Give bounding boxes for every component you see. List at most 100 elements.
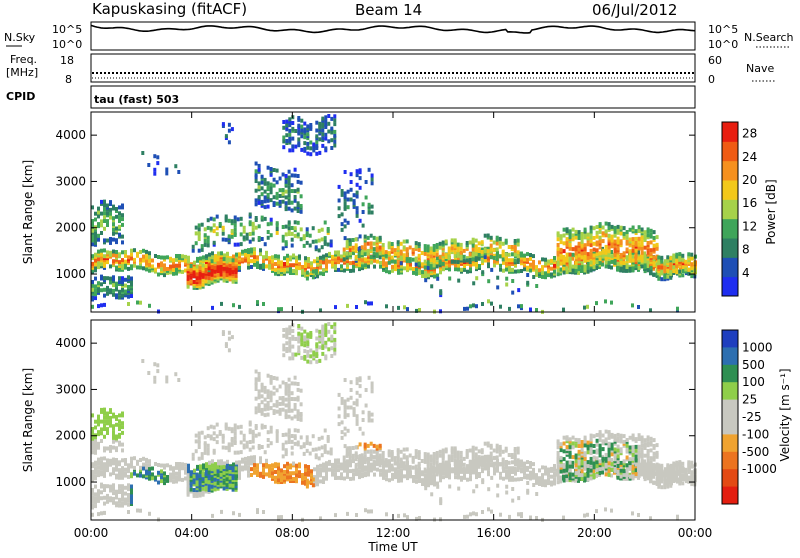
velocity-cell (273, 376, 276, 380)
power-cell (334, 264, 337, 268)
power-cell (368, 203, 371, 207)
velocity-cell (347, 406, 350, 410)
velocity-cell (355, 463, 358, 467)
velocity-cell (333, 342, 336, 346)
power-cell (106, 204, 109, 208)
power-cell (355, 305, 358, 309)
velocity-cell (127, 493, 130, 497)
power-cell (341, 189, 344, 193)
power-cell (267, 193, 270, 197)
power-cell (617, 256, 620, 260)
power-cell (243, 236, 246, 240)
velocity-cell (285, 403, 288, 407)
power-cell (400, 250, 403, 254)
power-cell (262, 259, 265, 263)
power-cell (391, 256, 394, 260)
power-cell (412, 267, 415, 271)
power-cell (617, 237, 620, 241)
velocity-cell (412, 479, 415, 483)
velocity-cell (356, 418, 359, 422)
power-cell (599, 236, 602, 240)
power-cell (557, 231, 560, 235)
power-cell (338, 206, 341, 210)
velocity-cell (352, 477, 355, 481)
velocity-cell (364, 450, 367, 454)
power-cell (448, 250, 451, 254)
velocity-cell (103, 427, 106, 431)
power-cell (294, 226, 297, 230)
power-cell (371, 181, 374, 185)
power-cell (294, 220, 297, 224)
power-cell (315, 245, 318, 249)
power-cell (130, 264, 133, 268)
power-cell (343, 251, 346, 255)
velocity-cell (207, 426, 210, 430)
velocity-cell (310, 469, 313, 473)
velocity-cell (315, 348, 318, 352)
power-cell (538, 260, 541, 264)
velocity-cell (294, 428, 297, 432)
velocity-cell (454, 475, 457, 479)
velocity-cell (388, 478, 391, 482)
power-cell (626, 230, 629, 234)
power-cell (229, 258, 232, 262)
velocity-cell (350, 396, 353, 400)
station-title: Kapuskasing (fitACF) (92, 0, 247, 18)
power-cell (340, 264, 343, 268)
power-cell (94, 266, 97, 270)
velocity-cell (330, 448, 333, 452)
velocity-cell (163, 471, 166, 475)
velocity-cell (353, 407, 356, 411)
power-cell (147, 163, 150, 167)
velocity-cell (481, 467, 484, 471)
velocity-cell (294, 376, 297, 380)
velocity-cell (270, 426, 273, 430)
velocity-cell (424, 479, 427, 483)
velocity-cell (190, 484, 193, 488)
power-cell (217, 261, 220, 265)
velocity-cell (109, 459, 112, 463)
power-cell (270, 187, 273, 191)
velocity-cell (356, 403, 359, 407)
power-cell (520, 252, 523, 256)
velocity-cell (118, 441, 121, 445)
power-cell (331, 261, 334, 265)
power-cell (228, 140, 231, 144)
power-cell (487, 234, 490, 238)
power-cell (388, 241, 391, 245)
velocity-cell (365, 388, 368, 392)
power-cell (445, 240, 448, 244)
velocity-cell (385, 458, 388, 462)
velocity-cell (526, 474, 529, 478)
power-cell (359, 219, 362, 223)
power-cell (285, 174, 288, 178)
power-cell (222, 232, 225, 236)
power-cell (232, 255, 235, 259)
power-cell (94, 253, 97, 257)
power-cell (273, 184, 276, 188)
power-cell (201, 244, 204, 248)
power-cell (344, 236, 347, 240)
power-cell (371, 205, 374, 209)
power-cell (596, 241, 599, 245)
velocity-cell (291, 434, 294, 438)
velocity-cell (397, 448, 400, 452)
velocity-cell (291, 397, 294, 401)
power-cell (213, 241, 216, 245)
velocity-cell (231, 443, 234, 447)
power-cell (319, 256, 322, 260)
velocity-cell (352, 446, 355, 450)
power-cell (280, 260, 283, 264)
power-cell (109, 264, 112, 268)
velocity-cell (349, 446, 352, 450)
velocity-cell (220, 459, 223, 463)
power-cell (620, 261, 623, 265)
power-cell (373, 247, 376, 251)
velocity-cell (283, 470, 286, 474)
power-cell (608, 261, 611, 265)
velocity-cell (261, 424, 264, 428)
power-cell (445, 253, 448, 257)
power-cell (367, 236, 370, 240)
power-cell (359, 176, 362, 180)
velocity-cell (261, 383, 264, 387)
